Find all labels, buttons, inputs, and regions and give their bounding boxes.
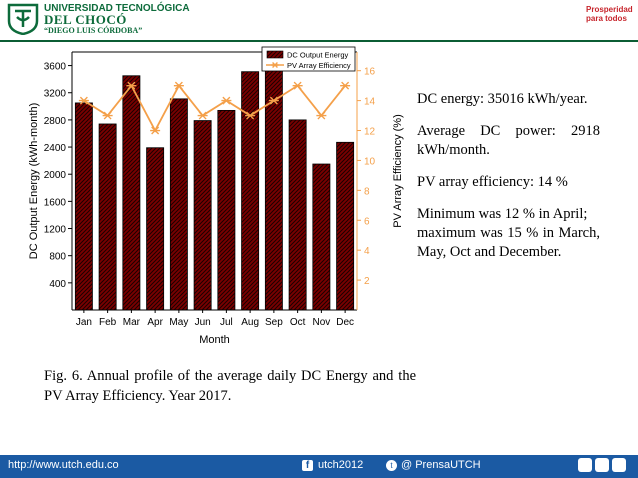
y2-tick-label: 6 — [364, 216, 370, 227]
y2-tick-label: 10 — [364, 156, 376, 167]
bar-oct — [288, 119, 307, 311]
prosperidad-logo-line1: Prosperidad — [586, 5, 633, 14]
y2-tick-label: 8 — [364, 186, 370, 197]
efficiency-point-mar — [126, 81, 137, 90]
efficiency-point-jan — [78, 96, 89, 105]
efficiency-point-may — [173, 81, 184, 90]
y-tick-label: 2000 — [44, 170, 67, 181]
figure-caption: Fig. 6. Annual profile of the average da… — [44, 368, 416, 404]
prosperidad-logo: Prosperidad para todos — [586, 5, 634, 33]
efficiency-line — [83, 84, 346, 133]
avg-power-text: Average DC power: 2918 kWh/month. — [417, 123, 600, 158]
dc-energy-text: DC energy: 35016 kWh/year. — [417, 91, 588, 107]
y2-tick-label: 2 — [364, 276, 370, 287]
footer-logo-icon — [595, 458, 609, 472]
y2-tick-label: 12 — [364, 127, 376, 138]
y-tick-label: 3200 — [44, 89, 67, 100]
footer-logo-icon — [578, 458, 592, 472]
y2-tick-label: 4 — [364, 246, 370, 257]
x-tick-label: Nov — [312, 317, 330, 328]
legend-label-efficiency: PV Array Efficiency — [287, 61, 351, 70]
energy-efficiency-chart: 400 800 1200 1600 2000 2400 2800 3200 3600 2 4 6 8 10… — [28, 46, 404, 346]
y2-axis-title: PV Array Efficiency (%) — [392, 114, 404, 228]
bar-may — [169, 98, 188, 311]
bar-nov — [312, 163, 331, 311]
x-tick-label: May — [169, 317, 188, 328]
header-bar: UNIVERSIDAD TECNOLÓGICA DEL CHOCÓ “DIEGO… — [0, 0, 638, 40]
x-tick-label: Aug — [241, 317, 259, 328]
summary-panel: DC energy: 35016 kWh/year. Average DC po… — [417, 90, 600, 275]
efficiency-point-dec — [340, 81, 351, 90]
maximum-text: maximum was 15 % in March, May, Oct and … — [417, 225, 600, 260]
bar-jan — [74, 102, 93, 311]
x-axis-title: Month — [199, 334, 230, 346]
efficiency-point-aug — [245, 111, 256, 120]
efficiency-point-sep — [268, 96, 279, 105]
y-tick-label: 3600 — [44, 62, 67, 73]
university-shield-icon — [7, 3, 39, 35]
website-link[interactable]: http://www.utch.edu.co — [8, 459, 119, 471]
prosperidad-logo-line2: para todos — [586, 14, 627, 23]
x-tick-label: Jun — [195, 317, 211, 328]
efficiency-point-feb — [102, 111, 113, 120]
efficiency-point-apr — [150, 126, 161, 135]
twitter-icon: t — [386, 460, 397, 471]
y-tick-label: 1600 — [44, 197, 67, 208]
footer-logo-icon — [612, 458, 626, 472]
twitter-link[interactable]: @ PrensaUTCH — [401, 459, 481, 471]
bar-mar — [122, 75, 141, 311]
university-name-line2: DEL CHOCÓ — [44, 12, 127, 27]
bar-aug — [241, 71, 260, 311]
y-tick-label: 2800 — [44, 116, 67, 127]
bar-apr — [146, 147, 165, 311]
legend-star-marker — [271, 62, 279, 68]
footer-bar: http://www.utch.edu.co f utch2012 t @ Pr… — [0, 455, 638, 478]
x-tick-label: Mar — [123, 317, 141, 328]
university-name-line1: UNIVERSIDAD TECNOLÓGICA — [44, 3, 190, 14]
bar-feb — [98, 123, 117, 311]
efficiency-point-oct — [292, 81, 303, 90]
x-tick-label: Sep — [265, 317, 283, 328]
minimum-text: Minimum was 12 % in April; — [417, 206, 588, 222]
x-tick-label: Dec — [336, 317, 354, 328]
header-divider — [0, 40, 638, 42]
bar-sep — [264, 65, 283, 311]
x-tick-label: Jan — [76, 317, 92, 328]
y-tick-label: 2400 — [44, 143, 67, 154]
bar-jul — [217, 109, 236, 311]
legend-label-energy: DC Output Energy — [287, 51, 349, 60]
efficiency-point-jun — [197, 111, 208, 120]
efficiency-point-nov — [316, 111, 327, 120]
facebook-icon: f — [302, 460, 313, 471]
y-axis-title: DC Output Energy (kWh-month) — [28, 103, 40, 260]
legend-bar-swatch — [266, 50, 284, 59]
x-tick-label: Jul — [220, 317, 233, 328]
x-tick-label: Oct — [290, 317, 306, 328]
university-name-line3: “DIEGO LUIS CÓRDOBA” — [44, 26, 143, 35]
footer-logos — [578, 458, 634, 475]
y-tick-label: 400 — [49, 279, 66, 290]
bar-jun — [193, 120, 212, 311]
pv-efficiency-text: PV array efficiency: 14 % — [417, 174, 568, 190]
bar-dec — [336, 141, 355, 311]
facebook-link[interactable]: utch2012 — [318, 459, 364, 471]
y-tick-label: 1200 — [44, 225, 67, 236]
efficiency-point-jul — [221, 96, 232, 105]
x-tick-label: Apr — [147, 317, 163, 328]
x-tick-label: Feb — [99, 317, 117, 328]
y-tick-label: 800 — [49, 252, 66, 263]
y2-tick-label: 14 — [364, 97, 376, 108]
y2-tick-label: 16 — [364, 67, 376, 78]
